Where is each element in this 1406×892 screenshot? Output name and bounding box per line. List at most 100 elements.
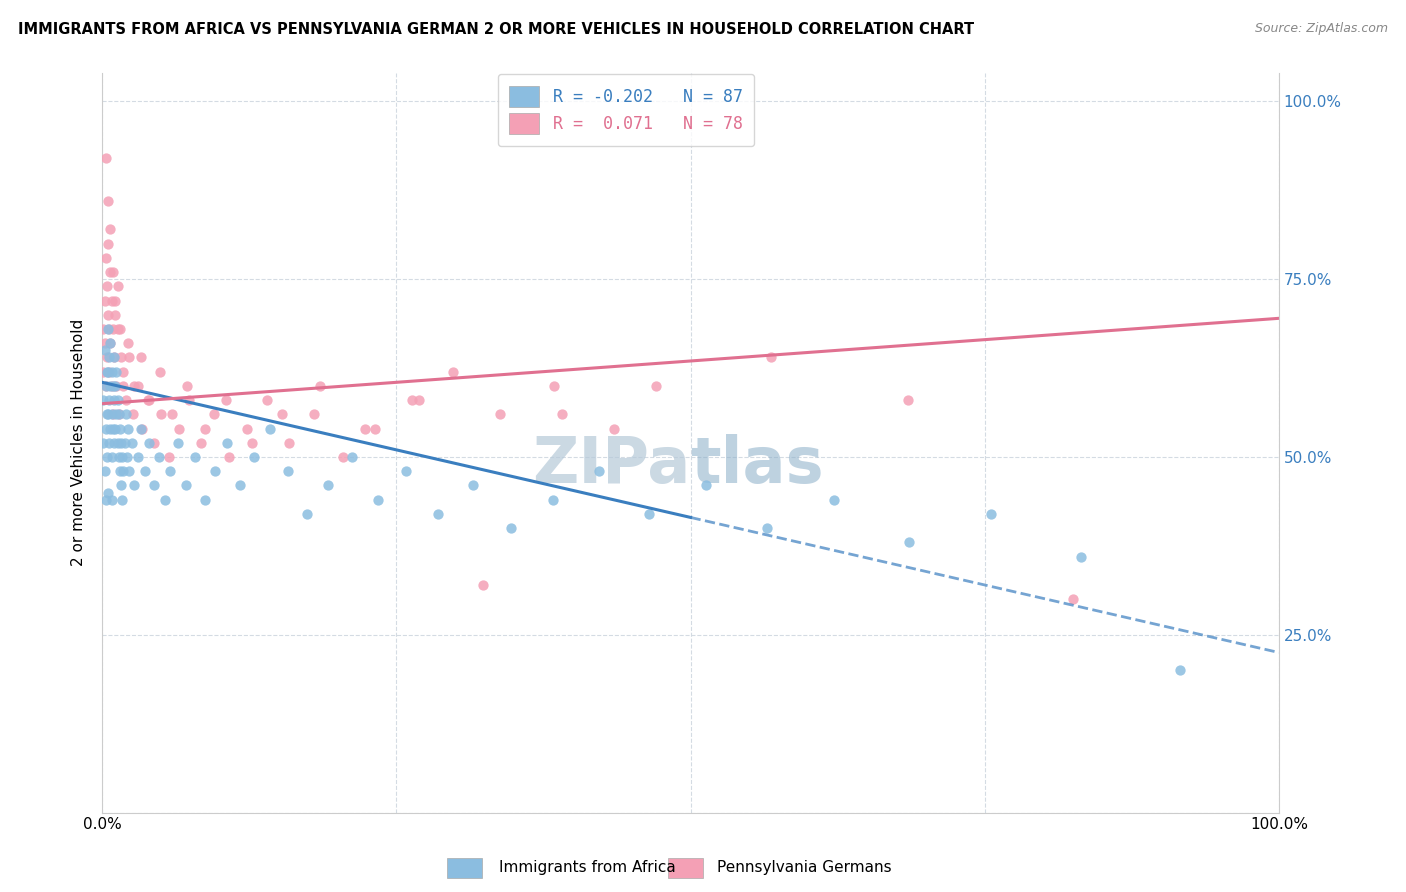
Point bbox=[100, 421, 122, 435]
Point bbox=[121, 407, 143, 421]
Point bbox=[259, 421, 281, 435]
Point bbox=[100, 407, 122, 421]
Point bbox=[117, 421, 139, 435]
Point bbox=[94, 492, 117, 507]
Point bbox=[143, 478, 166, 492]
Point bbox=[107, 407, 129, 421]
Point bbox=[97, 322, 120, 336]
Point bbox=[236, 421, 259, 435]
Point bbox=[551, 407, 574, 421]
Point bbox=[1168, 663, 1191, 677]
Point bbox=[499, 521, 522, 535]
Point bbox=[103, 351, 125, 365]
Point bbox=[271, 407, 294, 421]
Point bbox=[114, 393, 136, 408]
Point bbox=[176, 379, 198, 393]
Point bbox=[96, 407, 118, 421]
Point bbox=[122, 478, 145, 492]
Point bbox=[204, 464, 226, 478]
Point bbox=[103, 351, 125, 365]
Point bbox=[332, 450, 354, 464]
Point bbox=[96, 365, 118, 379]
Point bbox=[107, 279, 129, 293]
Point bbox=[695, 478, 717, 492]
Point bbox=[364, 421, 387, 435]
Point bbox=[157, 450, 180, 464]
Point bbox=[426, 507, 449, 521]
Point bbox=[179, 393, 201, 408]
Point bbox=[94, 379, 117, 393]
Point bbox=[101, 407, 124, 421]
Point bbox=[194, 492, 217, 507]
Point bbox=[107, 450, 129, 464]
Point bbox=[107, 393, 129, 408]
Point bbox=[122, 379, 145, 393]
Point bbox=[100, 492, 122, 507]
Point bbox=[107, 322, 129, 336]
Point bbox=[160, 407, 183, 421]
Point bbox=[129, 421, 152, 435]
Point bbox=[138, 393, 160, 408]
Point bbox=[340, 450, 363, 464]
Point bbox=[215, 435, 238, 450]
Point bbox=[96, 279, 118, 293]
Point bbox=[134, 464, 156, 478]
Point bbox=[136, 393, 159, 408]
Point bbox=[117, 336, 139, 351]
Point bbox=[118, 464, 141, 478]
Point bbox=[302, 407, 325, 421]
Point bbox=[96, 450, 118, 464]
Point bbox=[97, 365, 120, 379]
Point bbox=[353, 421, 375, 435]
Text: Source: ZipAtlas.com: Source: ZipAtlas.com bbox=[1254, 22, 1388, 36]
Point bbox=[215, 393, 238, 408]
Point bbox=[897, 393, 920, 408]
Point bbox=[489, 407, 512, 421]
Point bbox=[159, 464, 181, 478]
Point bbox=[461, 478, 484, 492]
Point bbox=[94, 379, 117, 393]
Point bbox=[110, 435, 132, 450]
Y-axis label: 2 or more Vehicles in Household: 2 or more Vehicles in Household bbox=[72, 319, 86, 566]
Point bbox=[108, 322, 131, 336]
Point bbox=[401, 393, 423, 408]
Point bbox=[823, 492, 845, 507]
Text: ZIPa: ZIPa bbox=[533, 434, 690, 496]
Point bbox=[98, 322, 121, 336]
Point bbox=[111, 492, 134, 507]
Point bbox=[100, 336, 122, 351]
Point bbox=[111, 450, 134, 464]
Point bbox=[148, 450, 170, 464]
Point bbox=[96, 351, 118, 365]
Point bbox=[129, 351, 152, 365]
Point bbox=[118, 351, 141, 365]
Point bbox=[638, 507, 661, 521]
Point bbox=[295, 507, 318, 521]
Point bbox=[104, 293, 127, 308]
Point bbox=[240, 435, 263, 450]
Point bbox=[93, 393, 115, 408]
Point bbox=[93, 293, 115, 308]
Point bbox=[395, 464, 418, 478]
Point bbox=[100, 265, 122, 279]
Point bbox=[100, 450, 122, 464]
Point bbox=[97, 308, 120, 322]
Point bbox=[367, 492, 389, 507]
Point bbox=[93, 464, 115, 478]
Point bbox=[167, 421, 190, 435]
Point bbox=[127, 379, 149, 393]
Point bbox=[194, 421, 217, 435]
Point bbox=[108, 464, 131, 478]
Point bbox=[94, 421, 117, 435]
Point bbox=[104, 421, 127, 435]
Point bbox=[107, 435, 129, 450]
Text: tlas: tlas bbox=[690, 434, 824, 496]
Point bbox=[100, 222, 122, 236]
Point bbox=[441, 365, 464, 379]
Point bbox=[100, 379, 122, 393]
Point bbox=[112, 464, 135, 478]
Point bbox=[472, 578, 495, 592]
Point bbox=[138, 435, 160, 450]
Point bbox=[115, 450, 138, 464]
Point bbox=[149, 365, 172, 379]
